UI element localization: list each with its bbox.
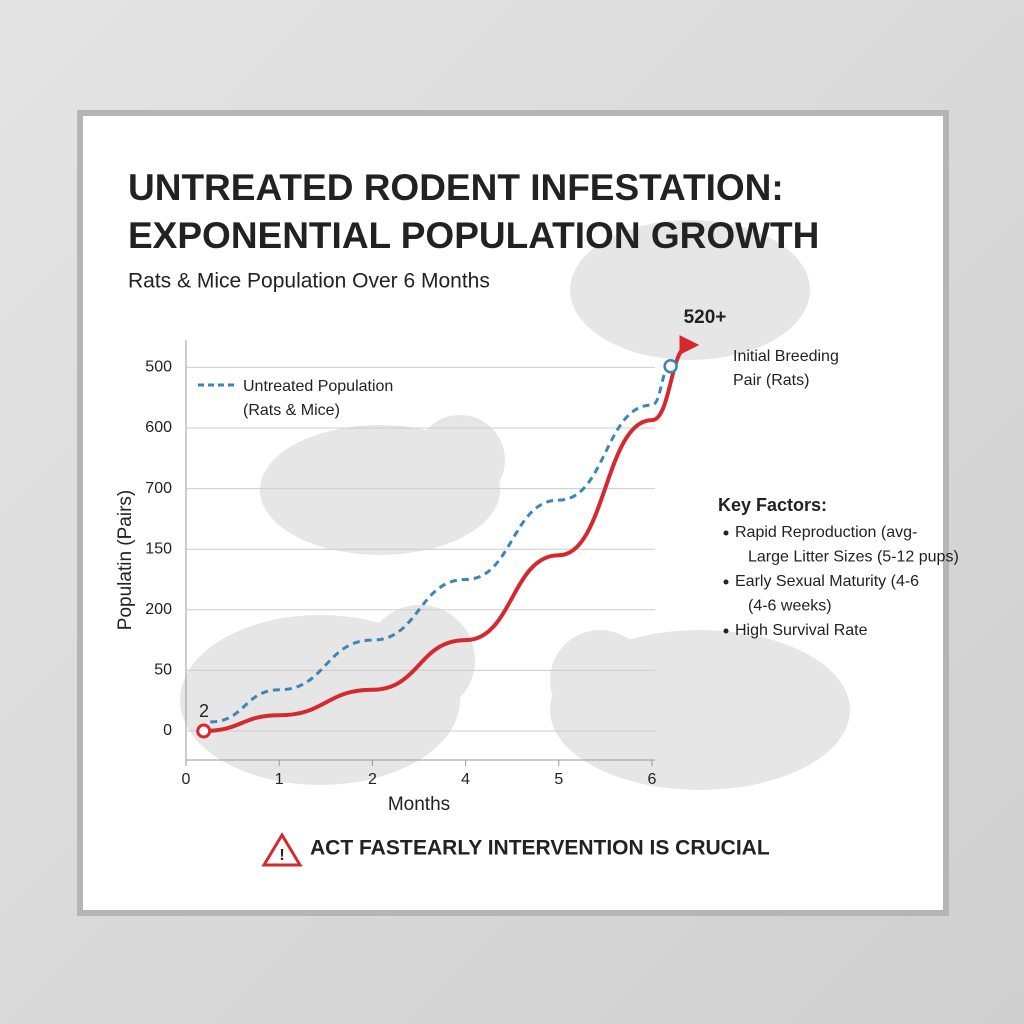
key-factor: High Survival Rate [735,622,868,639]
start-point [196,723,212,739]
warning-mark: ! [279,847,284,864]
end-point [663,358,678,374]
bullet [723,579,729,585]
title-line: UNTREATED RODENT INFESTATION: [128,167,784,208]
series-line [203,335,700,733]
poster-frame [77,110,949,916]
y-tick-label: 0 [163,722,172,739]
x-tick-label: 2 [368,771,377,788]
y-tick-label: 50 [154,662,172,679]
key-factor: Early Sexual Maturity (4-6 [735,573,919,590]
start-annotation: 2 [199,701,209,721]
x-tick-label: 0 [182,771,191,788]
x-tick-label: 1 [275,771,284,788]
key-factor: Large Litter Sizes (5-12 pups) [748,549,959,566]
key-factor: Rapid Reproduction (avg- [735,524,917,541]
end-annotation: 520+ [684,307,727,328]
bullet [723,628,729,634]
y-tick-label: 700 [145,480,172,497]
x-tick-label: 6 [648,771,657,788]
series-line [210,364,672,724]
rodent-silhouettes [180,220,850,790]
y-tick-label: 600 [145,419,172,436]
subtitle: Rats & Mice Population Over 6 Months [128,270,490,293]
y-tick-label: 150 [145,540,172,557]
x-tick-label: 5 [554,771,563,788]
y-tick-label: 200 [145,601,172,618]
legend-note: (Rats & Mice) [243,402,340,419]
footer-alert: ACT FAST! [310,837,420,860]
legend-entry: Untreated Population [243,378,393,395]
key-factor: (4-6 weeks) [748,598,832,615]
y-axis-label: Populatin (Pairs) [115,490,136,630]
key-factors-title: Key Factors: [718,495,827,515]
annotation: Pair (Rats) [733,372,809,389]
footer-text: EARLY INTERVENTION IS CRUCIAL [413,837,770,860]
warning-icon [261,832,303,867]
title-line: EXPONENTIAL POPULATION GROWTH [128,215,819,256]
bullet [723,530,729,536]
x-tick-label: 4 [461,771,470,788]
x-axis-label: Months [388,794,450,815]
annotation: Initial Breeding [733,348,839,365]
y-tick-label: 500 [145,359,172,376]
